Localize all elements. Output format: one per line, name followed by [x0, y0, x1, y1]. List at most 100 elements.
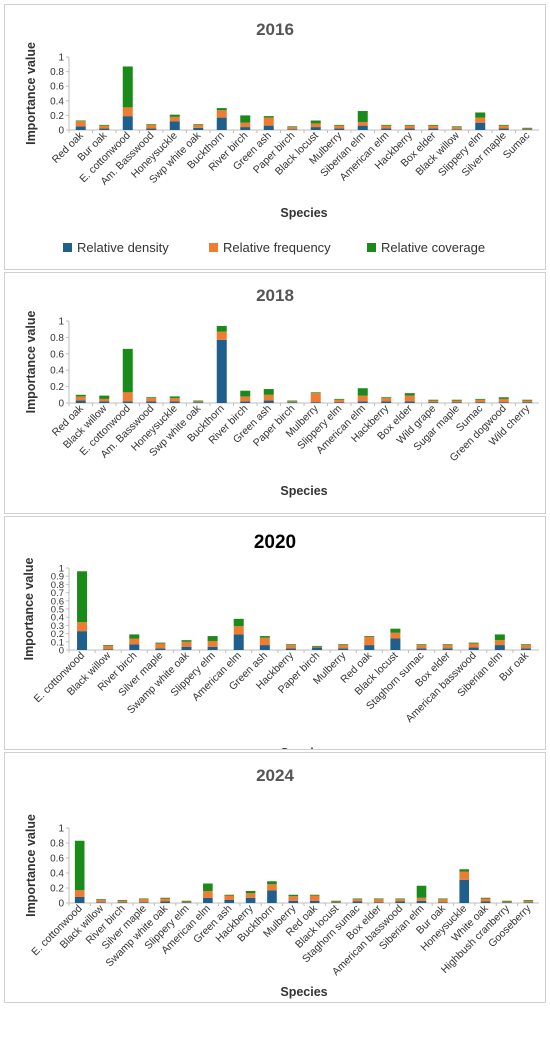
bar-segment-density: [416, 900, 427, 903]
bar-segment-density: [468, 647, 479, 650]
bar-segment-density: [381, 401, 392, 403]
bar-segment-coverage: [160, 897, 170, 899]
bar-segment-density: [309, 900, 320, 903]
y-axis-title: Importance value: [24, 42, 38, 145]
y-tick-label: 0.8: [50, 333, 64, 344]
bar-segment-frequency: [122, 392, 133, 402]
bar-segment-frequency: [390, 632, 401, 639]
bar-segment-density: [494, 645, 505, 650]
bar-segment-density: [224, 900, 235, 903]
bar-segment-frequency: [416, 645, 427, 649]
bar-segment-coverage: [240, 115, 251, 123]
bar-segment-coverage: [357, 388, 368, 396]
bar-segment-coverage: [390, 628, 401, 633]
y-tick-label: 0.8: [50, 839, 64, 850]
bar-segment-density: [334, 128, 345, 130]
bar-segment-frequency: [96, 900, 106, 903]
bar-segment-density: [442, 648, 453, 650]
bar-segment-density: [310, 402, 321, 403]
chart-panel-2016: 2016 0 0.2 0.4 0.6 0.8 1 Importance value Red oa…: [4, 4, 546, 270]
bar-segment-density: [459, 879, 470, 903]
bar-segment-density: [169, 401, 180, 403]
bar-segment-coverage: [522, 127, 533, 129]
bar-segment-frequency: [181, 901, 192, 903]
bar-segment-density: [203, 897, 213, 903]
bar-segment-frequency: [395, 899, 405, 902]
bar-segment-density: [312, 647, 323, 650]
bar-segment-coverage: [312, 645, 323, 647]
bar-segment-density: [216, 117, 227, 130]
x-axis-title: Species: [280, 985, 327, 999]
bar-segment-coverage: [216, 108, 227, 111]
bar-segment-density: [404, 401, 415, 403]
bar-segment-coverage: [498, 397, 509, 399]
chart-title: 2020: [254, 532, 296, 553]
bar-segment-density: [193, 127, 204, 130]
bar-segment-density: [438, 902, 448, 903]
y-tick-label: 0.8: [50, 67, 64, 78]
bar-segment-density: [74, 897, 85, 903]
bar-segment-frequency: [522, 400, 533, 403]
y-tick-label: 1: [59, 564, 64, 575]
bar-segment-density: [310, 127, 321, 130]
bar-segment-coverage: [442, 644, 453, 646]
bar-segment-density: [373, 902, 384, 903]
bar-segment-frequency: [502, 901, 512, 903]
bar-segment-coverage: [169, 114, 180, 117]
bar-segment-frequency: [129, 638, 140, 645]
bar-segment-density: [129, 644, 140, 650]
bar-segment-density: [146, 128, 157, 130]
y-tick-label: 0: [58, 126, 64, 137]
bar-segment-frequency: [193, 124, 204, 128]
bar-segment-density: [475, 122, 486, 130]
bar-segment-coverage: [74, 840, 85, 891]
bar-segment-coverage: [146, 397, 157, 399]
bar-segment-coverage: [122, 348, 133, 393]
bar-segment-density: [193, 402, 204, 403]
bar-segment-frequency: [459, 871, 470, 880]
y-tick-label: 0.6: [50, 349, 64, 360]
chart-svg: 2020 00.10.20.30.40.50.60.70.80.91 Importa…: [22, 532, 539, 760]
bar-segment-coverage: [138, 898, 149, 900]
y-tick-label: 0.6: [50, 82, 64, 93]
bar-segment-frequency: [404, 125, 415, 129]
bar-segment-coverage: [240, 390, 251, 397]
bar-segment-density: [117, 902, 128, 903]
y-tick-label: 0: [58, 399, 64, 410]
x-axis-title: Species: [280, 746, 327, 749]
bar-segment-coverage: [288, 894, 299, 897]
bar-segment-density: [99, 128, 110, 130]
bar-segment-coverage: [468, 642, 479, 644]
chart-title: 2024: [256, 766, 294, 785]
bar-segment-frequency: [138, 899, 149, 903]
bar-segment-coverage: [520, 644, 531, 646]
bar-segment-frequency: [475, 399, 486, 403]
bar-segment-frequency: [263, 394, 274, 401]
y-tick-label: 0.8: [51, 580, 64, 591]
bar-segment-density: [451, 402, 462, 403]
legend-label-density: Relative density: [77, 240, 169, 255]
bar-segment-coverage: [216, 325, 227, 332]
y-tick-label: 0.5: [51, 605, 64, 616]
bar-segment-frequency: [117, 900, 128, 903]
bar-segment-coverage: [146, 124, 157, 125]
legend-label-coverage: Relative coverage: [381, 240, 485, 255]
bar-segment-density: [259, 645, 270, 650]
bar-segment-density: [364, 645, 375, 650]
bar-segment-frequency: [240, 122, 251, 128]
bar-segment-frequency: [494, 640, 505, 646]
y-tick-label: 0.4: [50, 366, 64, 377]
bar-segment-frequency: [122, 107, 133, 117]
bar-segment-frequency: [74, 890, 85, 897]
y-axis-title: Importance value: [24, 814, 38, 917]
bar-segment-frequency: [263, 117, 274, 126]
bar-segment-density: [181, 902, 192, 903]
bar-segment-density: [103, 649, 114, 650]
bar-segment-frequency: [169, 398, 180, 402]
bar-segment-density: [263, 125, 274, 130]
bar-segment-frequency: [259, 637, 270, 646]
bar-segment-frequency: [216, 331, 227, 340]
bar-segment-frequency: [381, 398, 392, 402]
bar-segment-coverage: [338, 644, 349, 646]
